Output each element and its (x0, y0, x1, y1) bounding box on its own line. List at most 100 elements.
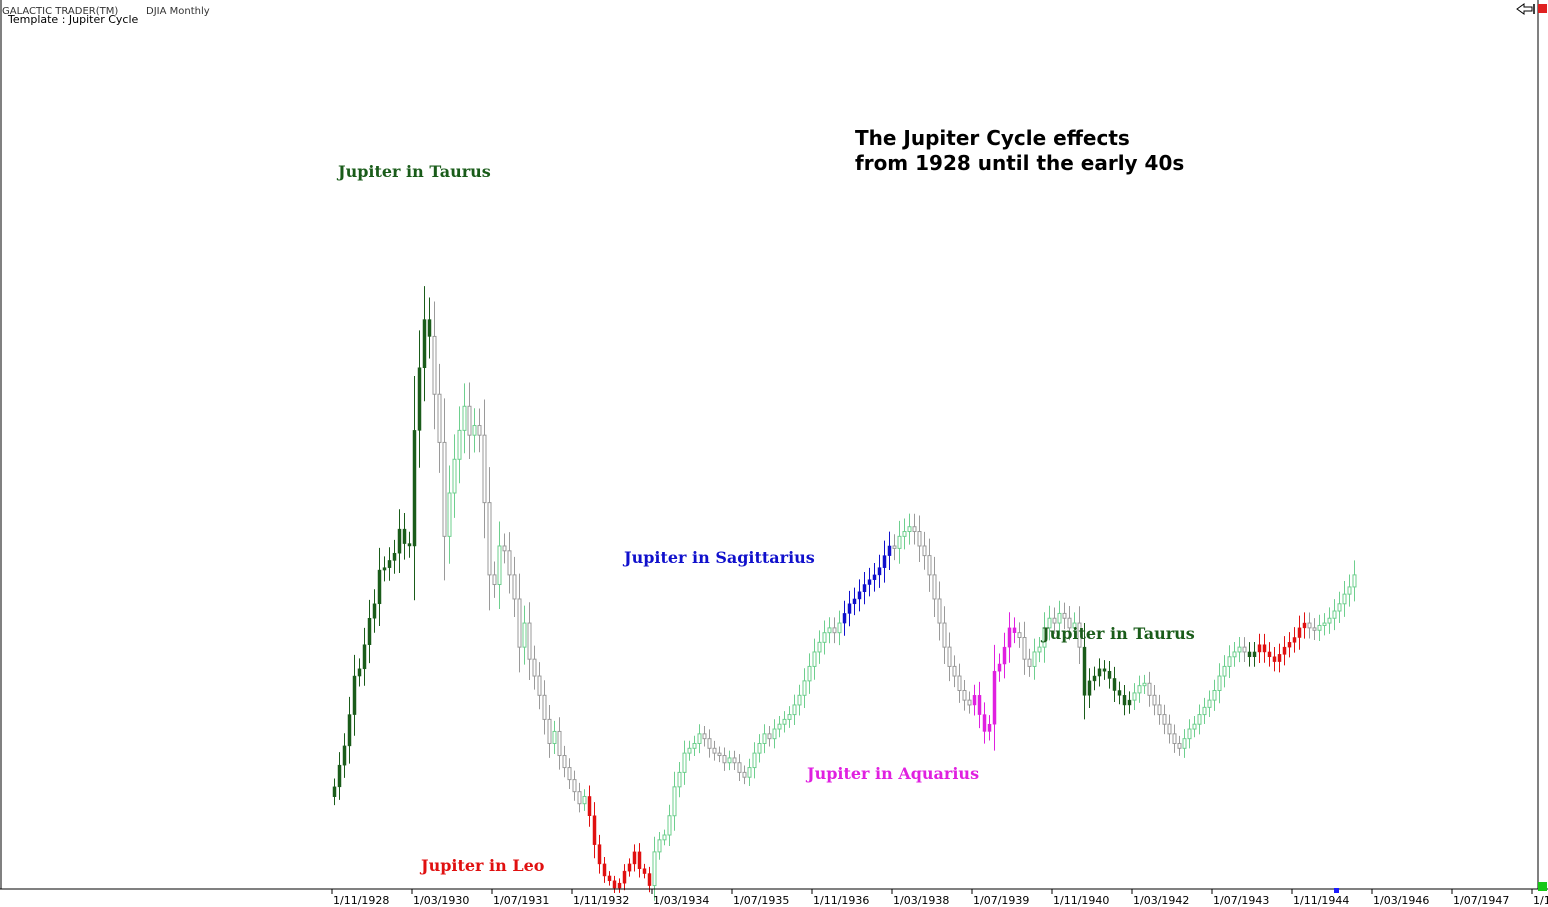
candle-body (1162, 714, 1167, 725)
candle (1007, 612, 1012, 663)
candle (342, 733, 347, 778)
candle-body (752, 752, 757, 769)
candle (1162, 704, 1167, 735)
candle (742, 765, 747, 785)
candle (1267, 642, 1272, 667)
candle (762, 724, 767, 754)
candle-body (1287, 642, 1292, 648)
candle-body (387, 560, 392, 568)
x-tick-label: 1/1 (1533, 894, 1548, 907)
candle (1012, 617, 1017, 644)
candle-body (677, 771, 682, 788)
candle (427, 297, 432, 359)
candle-body (1022, 637, 1027, 660)
candle-body (892, 545, 897, 549)
candle (662, 829, 667, 846)
candle-body (657, 839, 662, 853)
candle (637, 843, 642, 878)
candle (842, 600, 847, 636)
candle-body (1207, 699, 1212, 708)
candle-body (412, 430, 417, 547)
candle-body (1322, 622, 1327, 626)
candle (547, 704, 552, 758)
candle (717, 746, 722, 763)
candle-body (1117, 690, 1122, 696)
candle (1202, 697, 1207, 725)
candle-body (1037, 646, 1042, 653)
candle-body (547, 718, 552, 744)
candle-body (982, 714, 987, 732)
candle (1207, 690, 1212, 717)
candle (977, 681, 982, 729)
candle-body (842, 613, 847, 624)
candle (942, 606, 947, 665)
candle-body (1222, 665, 1227, 677)
chart-note: The Jupiter Cycle effects from 1928 unti… (855, 126, 1185, 175)
candle-body (767, 733, 772, 740)
candle-body (937, 598, 942, 624)
candle (1317, 614, 1322, 641)
candle (1167, 714, 1172, 744)
candle-body (1257, 644, 1262, 653)
candle (577, 782, 582, 813)
candle (747, 758, 752, 786)
candle (1172, 724, 1177, 753)
candle (1107, 661, 1112, 689)
candle-body (1197, 714, 1202, 725)
x-tick-label: 1/11/1928 (333, 894, 389, 907)
candle-body (992, 670, 997, 725)
candle (1217, 663, 1222, 704)
candle (692, 735, 697, 757)
candle (1157, 694, 1162, 725)
candle-body (772, 728, 777, 740)
candle (1337, 591, 1342, 624)
candle (1087, 668, 1092, 708)
candle (397, 509, 402, 574)
candle (752, 742, 757, 779)
candle (502, 533, 507, 564)
candle-body (402, 528, 407, 544)
candle-body (482, 434, 487, 504)
candle-body (1032, 651, 1037, 667)
candle-body (1317, 624, 1322, 631)
candle-body (1017, 632, 1022, 639)
candle (1247, 642, 1252, 667)
candle (1192, 716, 1197, 738)
candle (847, 590, 852, 627)
candle-body (472, 425, 477, 436)
candle (832, 617, 837, 644)
candle (962, 680, 967, 711)
candle-body (542, 694, 547, 720)
candle (672, 771, 677, 831)
candle (992, 644, 997, 751)
candle-body (597, 844, 602, 865)
scroll-end-icon[interactable] (1516, 3, 1536, 15)
candle-body (612, 880, 617, 889)
candle (1302, 612, 1307, 639)
candle (782, 711, 787, 733)
candle (1092, 666, 1097, 691)
candle-body (1292, 637, 1297, 643)
candle (967, 691, 972, 714)
candle (422, 286, 427, 402)
candle (827, 617, 832, 644)
x-tick-label: 1/03/1934 (653, 894, 709, 907)
candles-layer (332, 286, 1357, 901)
candle (622, 864, 627, 891)
candle (1142, 674, 1147, 695)
candle-body (902, 531, 907, 537)
candle (347, 696, 352, 764)
resize-grip-icon[interactable] (1538, 882, 1547, 891)
candle-body (737, 762, 742, 773)
candle (727, 750, 732, 771)
candle (937, 581, 942, 641)
x-tick-label: 1/07/1939 (973, 894, 1029, 907)
candle (757, 734, 762, 763)
candle-body (507, 550, 512, 576)
candle-body (1277, 654, 1282, 662)
candle-body (1242, 646, 1247, 653)
close-icon[interactable] (1538, 4, 1547, 13)
candle-body (967, 699, 972, 706)
candle-body (857, 591, 862, 600)
candle (877, 554, 882, 588)
